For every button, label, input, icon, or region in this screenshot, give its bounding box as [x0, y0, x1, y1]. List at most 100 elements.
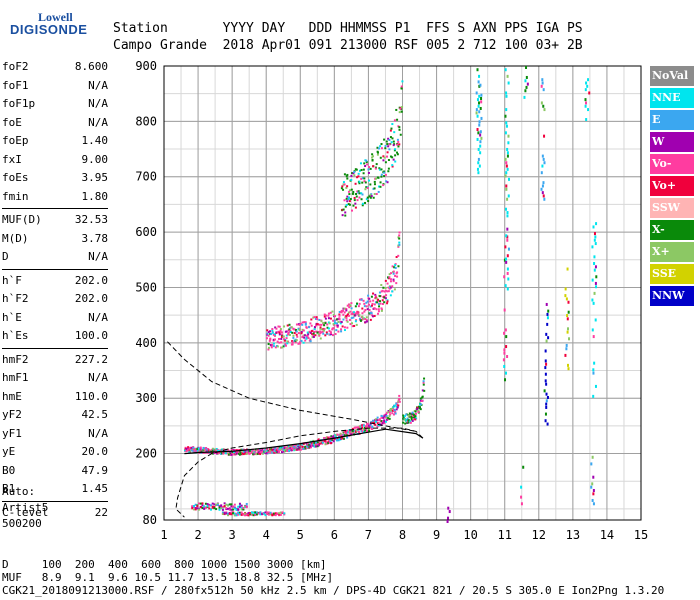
trace-point [228, 503, 231, 506]
trace-point [280, 451, 283, 454]
trace-point [267, 331, 270, 334]
trace-point [356, 310, 359, 313]
trace-point [334, 322, 337, 325]
trace-point [273, 512, 276, 515]
trace-point [370, 312, 373, 315]
trace-point [271, 448, 274, 451]
trace-point [363, 310, 366, 313]
trace-point [372, 420, 375, 423]
trace-point [278, 341, 281, 344]
trace-point [299, 322, 302, 325]
trace-point [402, 414, 405, 417]
trace-point [294, 448, 297, 451]
trace-point [211, 506, 214, 509]
param-value: N/A [88, 371, 108, 384]
trace-point [348, 200, 351, 203]
y-tick-label: 600 [135, 225, 157, 239]
noise-streak [477, 147, 480, 151]
noise-streak [526, 82, 529, 86]
param-value: 32.53 [74, 213, 108, 226]
trace-point [324, 443, 327, 446]
trace-point [308, 446, 311, 449]
trace-point [257, 512, 260, 515]
trace-point [196, 505, 199, 508]
trace-point [389, 155, 392, 158]
trace-point [250, 511, 253, 514]
trace-point [308, 326, 311, 329]
noise-streak [587, 78, 590, 82]
trace-point [331, 435, 334, 438]
trace-point [413, 413, 416, 416]
noise-streak [505, 161, 508, 165]
trace-point [353, 324, 356, 327]
noise-streak [504, 284, 507, 288]
trace-point [331, 310, 334, 313]
trace-point [392, 144, 395, 147]
noise-streak [544, 349, 547, 353]
noise-streak [585, 118, 588, 122]
noise-streak [544, 359, 547, 363]
trace-point [322, 332, 325, 335]
trace-point [404, 422, 407, 425]
trace-point [233, 450, 236, 453]
trace-point [380, 420, 383, 423]
trace-point [386, 290, 389, 293]
trace-point [361, 426, 364, 429]
trace-point [254, 511, 257, 514]
trace-point [320, 320, 323, 323]
noise-streak [506, 271, 509, 275]
noise-streak [542, 104, 545, 108]
trace-point [369, 311, 372, 314]
y-tick-label: 400 [135, 336, 157, 350]
trace-point [423, 377, 426, 380]
noise-streak [507, 81, 510, 85]
trace-point [389, 280, 392, 283]
trace-point [343, 183, 346, 186]
trace-point [278, 513, 281, 516]
y-tick-label: 700 [135, 170, 157, 184]
trace-point [398, 128, 401, 131]
trace-point [204, 502, 207, 505]
trace-point [370, 304, 373, 307]
trace-point [279, 513, 282, 516]
trace-point [401, 80, 404, 83]
trace-point [292, 336, 295, 339]
y-tick-label: 500 [135, 280, 157, 294]
param-row: hmE 110.0 [2, 388, 108, 407]
noise-streak [505, 94, 508, 98]
trace-point [327, 327, 330, 330]
trace-point [261, 450, 264, 453]
trace-point [206, 449, 209, 452]
trace-point [365, 161, 368, 164]
trace-point [309, 331, 312, 334]
trace-point [339, 322, 342, 325]
trace-point [280, 331, 283, 334]
trace-point [376, 419, 379, 422]
trace-point [194, 448, 197, 451]
trace-point [324, 441, 327, 444]
trace-point [338, 317, 341, 320]
trace-point [342, 181, 345, 184]
param-value: 42.5 [81, 408, 109, 421]
trace-point [264, 511, 267, 514]
trace-point [271, 512, 274, 515]
trace-point [371, 425, 374, 428]
trace-point [380, 168, 383, 171]
trace-point [386, 282, 389, 285]
trace-point [338, 434, 341, 437]
trace-point [225, 512, 228, 515]
param-separator [2, 268, 108, 270]
trace-point [192, 505, 195, 508]
trace-point [411, 411, 414, 414]
noise-streak [505, 184, 508, 188]
trace-point [342, 188, 345, 191]
trace-point [346, 436, 349, 439]
trace-point [397, 254, 400, 257]
noise-streak [478, 123, 481, 127]
noise-streak [477, 171, 480, 175]
trace-point [331, 334, 334, 337]
trace-point [193, 448, 196, 451]
trace-point [360, 428, 363, 431]
trace-point [368, 308, 371, 311]
param-value: 8.600 [74, 60, 108, 73]
